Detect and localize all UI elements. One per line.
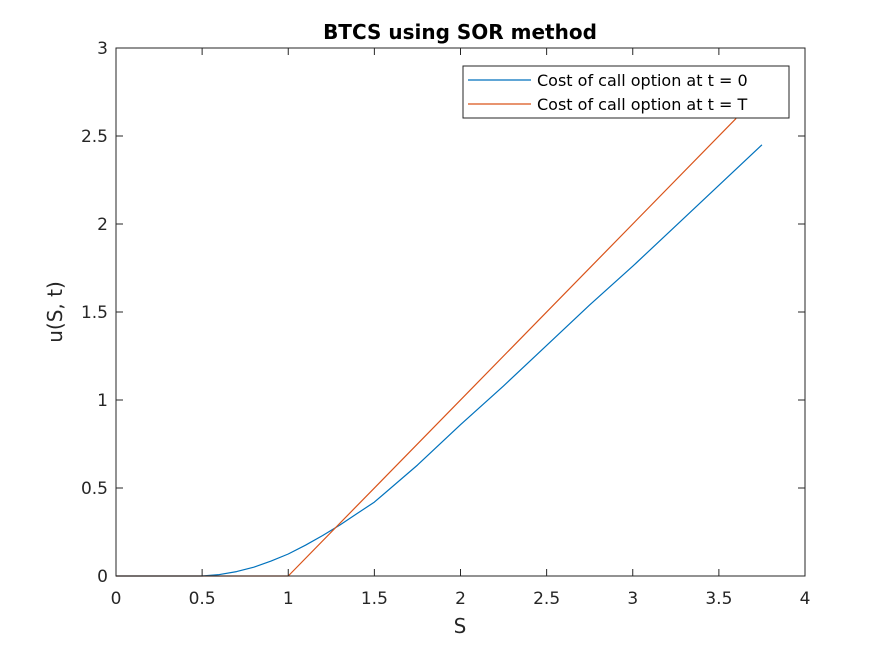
x-tick-label: 0.5 (189, 589, 216, 609)
chart-title: BTCS using SOR method (323, 20, 597, 44)
series-lines (116, 117, 763, 577)
legend-label-2: Cost of call option at t = T (537, 95, 747, 114)
axes-box (115, 47, 806, 577)
y-tick-label: 3 (97, 39, 108, 59)
x-axis-label: S (454, 614, 467, 638)
y-tick-label: 2.5 (81, 127, 108, 147)
x-tick-label: 1.5 (361, 589, 388, 609)
legend-label-1: Cost of call option at t = 0 (537, 71, 748, 90)
y-tick-label: 0.5 (81, 479, 108, 499)
legend-box (462, 65, 790, 119)
ticks: 0 0.5 1 1.5 2 2.5 3 3.5 4 0 0.5 1 1.5 2 2.5 3 (81, 39, 810, 609)
y-tick-label: 1.5 (81, 303, 108, 323)
y-axis-label: u(S, t) (43, 281, 67, 343)
x-tick-label: 2.5 (533, 589, 560, 609)
x-tick-label: 4 (800, 589, 811, 609)
x-tick-label: 1 (283, 589, 294, 609)
y-tick-label: 0 (97, 567, 108, 587)
series-line-2 (116, 117, 737, 577)
y-tick-label: 1 (97, 391, 108, 411)
x-tick-label: 3.5 (705, 589, 732, 609)
x-tick-label: 2 (455, 589, 466, 609)
x-tick-label: 3 (627, 589, 638, 609)
x-tick-label: 0 (111, 589, 122, 609)
series-line-1 (116, 144, 763, 577)
legend: Cost of call option at t = 0 Cost of cal… (462, 65, 790, 119)
y-tick-label: 2 (97, 215, 108, 235)
